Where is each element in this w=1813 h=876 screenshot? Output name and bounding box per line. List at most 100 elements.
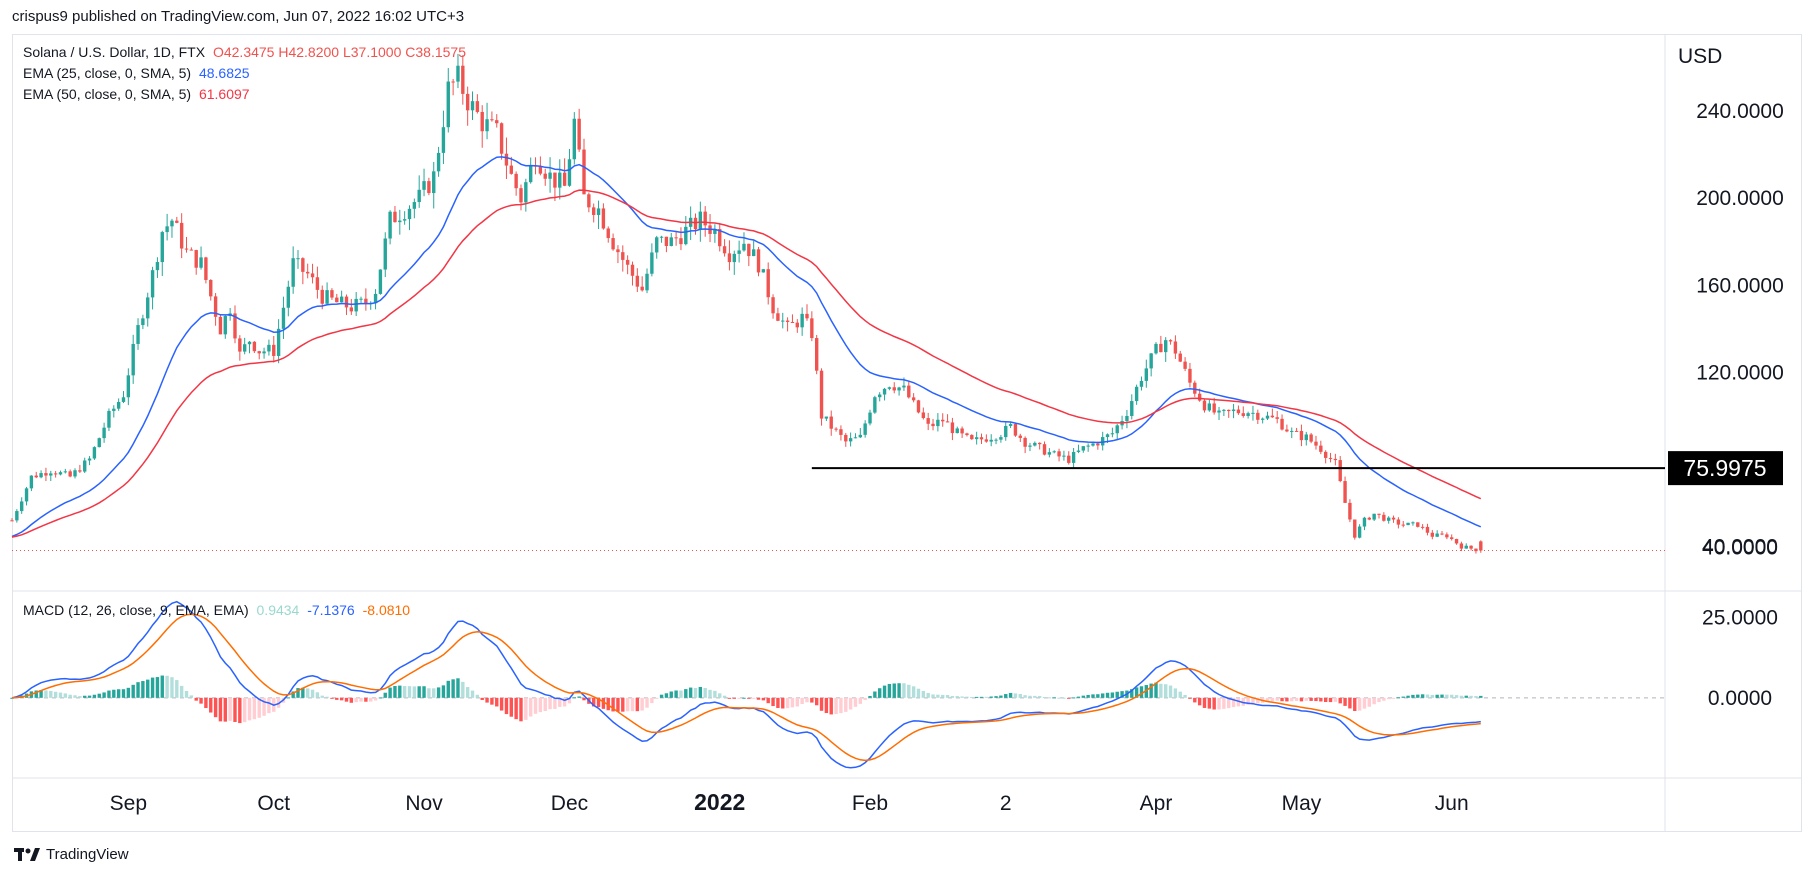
macd-histogram-bar (1270, 697, 1275, 702)
macd-histogram-bar (10, 697, 14, 699)
candle-body (878, 394, 882, 398)
candle-body (926, 418, 930, 424)
macd-histogram-bar (349, 697, 354, 703)
macd-histogram-bar (184, 691, 189, 698)
candle-body (984, 439, 989, 442)
candle-body (572, 118, 577, 160)
candle-body (1323, 451, 1328, 458)
y-tick-label: 120.0000 (1696, 361, 1784, 384)
macd-histogram-bar (824, 697, 829, 714)
candle-body (853, 437, 858, 439)
macd-histogram-bar (664, 693, 669, 698)
candle-body (1469, 545, 1473, 549)
macd-histogram-bar (1183, 694, 1187, 698)
macd-histogram (10, 675, 1483, 724)
candle-body (1338, 460, 1342, 482)
macd-histogram-bar (538, 697, 543, 713)
macd-histogram-bar (1115, 691, 1119, 698)
macd-histogram-bar (412, 686, 417, 698)
candle-body (436, 152, 441, 172)
macd-histogram-bar (1294, 697, 1299, 701)
macd-histogram-bar (146, 679, 150, 698)
macd-histogram-bar (306, 688, 310, 698)
macd-histogram-bar (543, 697, 547, 711)
candle-body (1100, 437, 1105, 446)
macd-histogram-bar (1091, 694, 1095, 698)
candle-body (1251, 412, 1255, 414)
candle-body (800, 313, 804, 328)
candle-body (480, 111, 484, 132)
macd-histogram-bar (432, 688, 436, 698)
candle-body (693, 217, 698, 230)
candle-body (364, 298, 368, 305)
candle-body (330, 290, 334, 298)
candle-body (1391, 517, 1396, 520)
candle-body (373, 293, 378, 304)
candle-body (19, 501, 24, 512)
macd-histogram-bar (126, 687, 131, 698)
candle-body (781, 320, 785, 322)
macd-histogram-bar (1042, 697, 1047, 699)
candle-body (49, 473, 53, 476)
macd-histogram-bar (209, 697, 213, 713)
macd-histogram-bar (495, 697, 499, 707)
candle-body (1134, 386, 1139, 402)
macd-histogram-bar (1207, 697, 1212, 709)
macd-histogram-bar (1377, 697, 1381, 703)
macd-histogram-bar (679, 690, 683, 698)
macd-histogram-bar (112, 689, 116, 698)
candle-body (1357, 526, 1362, 538)
candle-body (320, 289, 324, 304)
macd-y-tick-label: 0.0000 (1708, 687, 1772, 710)
candle-body (179, 222, 184, 249)
candle-body (1319, 445, 1323, 452)
candle-body (655, 237, 659, 253)
macd-histogram-bar (747, 697, 751, 699)
macd-histogram-bar (1212, 697, 1216, 710)
macd-histogram-bar (504, 697, 509, 715)
candle-body (785, 320, 790, 322)
candle-body (897, 387, 901, 391)
candle-body (1450, 537, 1454, 539)
legend-macd-label: MACD (12, 26, close, 9, EMA, EMA) (23, 602, 249, 618)
macd-histogram-bar (175, 680, 179, 698)
candle-body (1091, 443, 1095, 446)
legend-macd: MACD (12, 26, close, 9, EMA, EMA) 0.9434… (23, 602, 410, 618)
y-tick-label: 200.0000 (1696, 187, 1784, 210)
tradingview-brand[interactable]: TradingView (14, 846, 129, 863)
candle-body (698, 211, 703, 230)
candle-body (1304, 434, 1308, 441)
macd-histogram-bar (1033, 695, 1037, 698)
macd-histogram-bar (941, 694, 945, 698)
candle-body (761, 269, 766, 273)
macd-histogram-bar (335, 697, 339, 700)
candle-body (1328, 457, 1333, 459)
candle-body (616, 249, 620, 253)
legend-ema25-label: EMA (25, close, 0, SMA, 5) (23, 65, 192, 81)
candle-body (412, 202, 417, 209)
candle-body (1086, 445, 1090, 447)
macd-histogram-bar (790, 697, 795, 708)
macd-histogram-bar (868, 695, 872, 698)
macd-histogram-bar (398, 685, 402, 698)
macd-histogram-bar (354, 697, 358, 703)
macd-histogram-bar (892, 683, 896, 698)
macd-histogram-bar (1256, 697, 1260, 704)
macd-histogram-bar (1081, 695, 1085, 698)
macd-histogram-bar (388, 687, 392, 698)
macd-histogram-bar (1275, 697, 1279, 701)
candle-body (751, 249, 756, 257)
macd-histogram-bar (1052, 697, 1056, 699)
macd-histogram-bar (436, 687, 441, 698)
macd-histogram-bar (189, 695, 194, 698)
macd-histogram-bar (1450, 694, 1454, 698)
macd-histogram-bar (393, 686, 397, 698)
macd-histogram-bar (97, 693, 101, 698)
macd-histogram-bar (1173, 688, 1178, 698)
macd-histogram-bar (703, 688, 707, 698)
candle-body (1348, 502, 1352, 520)
candle-body (1285, 429, 1289, 432)
candle-body (461, 65, 465, 94)
macd-histogram-bar (179, 685, 184, 698)
